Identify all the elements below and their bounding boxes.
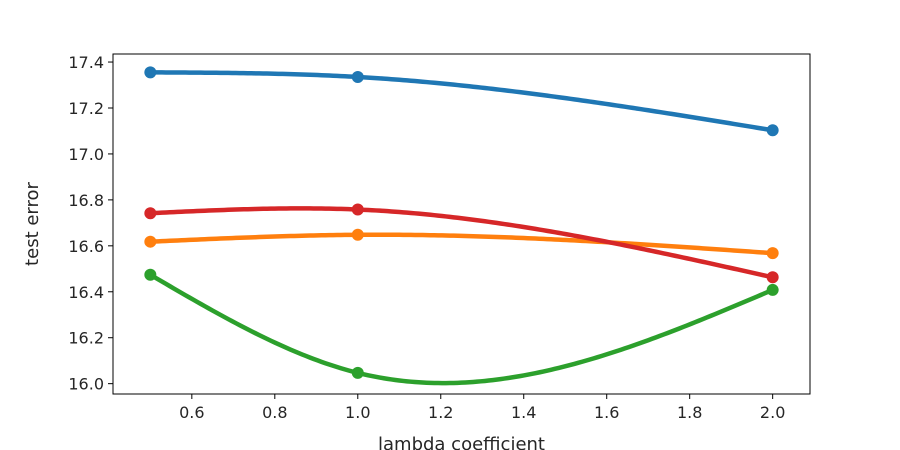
y-tick-label: 16.6 [68,237,104,256]
series-line-3 [148,272,775,386]
data-point [766,247,779,260]
y-tick-label: 16.8 [68,191,104,210]
data-point [766,124,779,137]
data-point [351,203,364,216]
series-layer [144,66,779,386]
x-tick-label: 2.0 [760,403,785,422]
data-point [144,66,157,79]
y-tick-label: 16.2 [68,329,104,348]
series-line-4 [148,206,775,280]
data-point [351,70,364,83]
data-point [144,207,157,220]
series-line-1 [148,70,775,133]
y-axis-ticks: 16.0 16.2 16.4 16.6 16.8 17.0 17.2 17.4 [68,53,113,394]
data-point [766,283,779,296]
x-axis-ticks: 0.6 0.8 1.0 1.2 1.4 1.6 1.8 2.0 [179,394,785,422]
x-tick-label: 1.8 [677,403,702,422]
x-tick-label: 1.6 [594,403,619,422]
x-tick-label: 1.0 [345,403,370,422]
y-tick-label: 17.2 [68,99,104,118]
data-point [351,366,364,379]
x-tick-label: 0.8 [262,403,287,422]
y-axis-label: test error [22,181,43,265]
y-tick-label: 16.4 [68,283,104,302]
y-tick-label: 16.0 [68,375,104,394]
data-point [144,268,157,281]
y-tick-label: 17.0 [68,145,104,164]
x-tick-label: 0.6 [179,403,204,422]
data-point [766,271,779,284]
x-tick-label: 1.4 [511,403,536,422]
plot-area-frame [112,53,811,395]
y-tick-label: 17.4 [68,53,104,72]
data-point [351,228,364,241]
series-line-2 [148,232,775,256]
x-axis-label: lambda coefficient [378,434,545,450]
data-point [144,235,157,248]
x-tick-label: 1.2 [428,403,453,422]
